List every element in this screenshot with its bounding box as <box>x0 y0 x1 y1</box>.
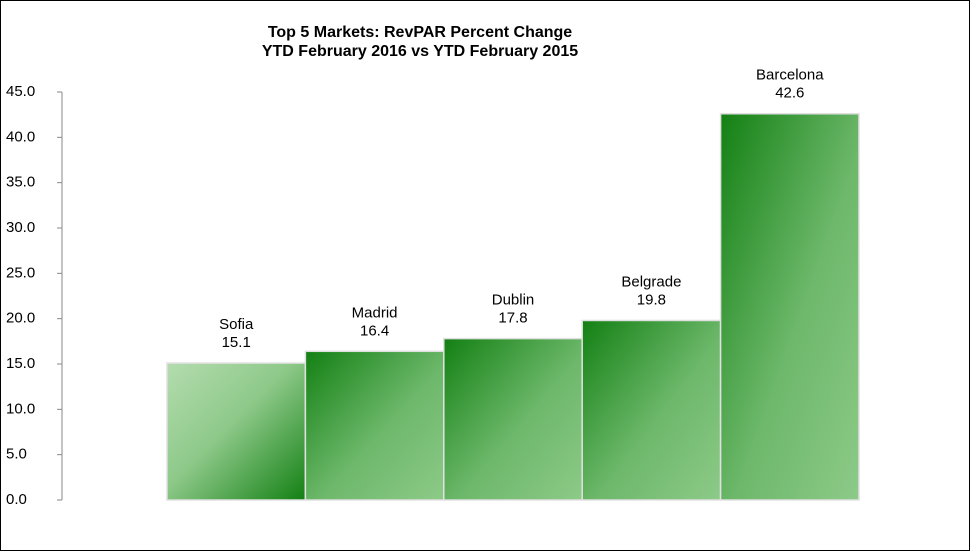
y-tick-label: 30.0 <box>6 219 35 236</box>
value-label: 16.4 <box>360 322 389 339</box>
category-label: Madrid <box>352 304 398 321</box>
y-tick-label: 5.0 <box>6 446 27 463</box>
value-label: 17.8 <box>498 310 527 327</box>
bar <box>304 350 445 501</box>
value-label: 15.1 <box>222 334 251 351</box>
bar <box>719 113 860 501</box>
category-label: Barcelona <box>756 67 824 84</box>
y-tick-label: 45.0 <box>6 83 35 100</box>
bar <box>166 362 307 501</box>
category-label: Dublin <box>492 292 535 309</box>
category-label: Sofia <box>219 316 254 333</box>
y-tick-label: 40.0 <box>6 128 35 145</box>
chart-title: Top 5 Markets: RevPAR Percent Change <box>268 24 572 41</box>
bar <box>443 337 583 501</box>
category-label: Belgrade <box>621 273 681 290</box>
y-tick-label: 35.0 <box>6 174 35 191</box>
value-label: 19.8 <box>637 291 666 308</box>
y-tick-label: 20.0 <box>6 310 35 327</box>
y-tick-label: 0.0 <box>6 491 27 508</box>
y-tick-label: 25.0 <box>6 264 35 281</box>
y-tick-label: 15.0 <box>6 355 35 372</box>
y-tick-label: 10.0 <box>6 400 35 417</box>
chart-subtitle: YTD February 2016 vs YTD February 2015 <box>262 43 578 60</box>
bar <box>581 319 722 501</box>
value-label: 42.6 <box>775 85 804 102</box>
